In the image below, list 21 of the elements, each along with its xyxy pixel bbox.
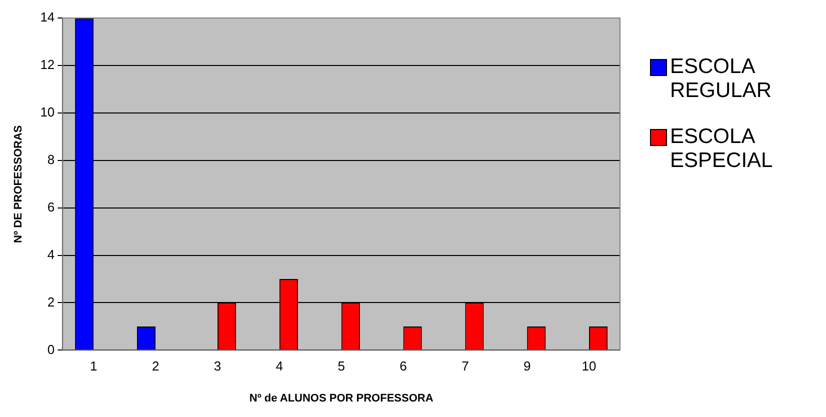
y-tick-label: 6	[47, 199, 55, 214]
x-tick-label: 1	[90, 358, 98, 374]
y-tick-label: 0	[47, 342, 55, 357]
y-tick-label: 8	[47, 152, 55, 167]
x-tick-label: 2	[152, 358, 160, 374]
y-tick-label: 12	[40, 57, 55, 72]
x-tick-label: 7	[462, 358, 469, 374]
x-tick-label: 3	[214, 358, 222, 374]
x-axis-title: Nº de ALUNOS POR PROFESSORA	[249, 392, 434, 404]
y-tick-label: 10	[40, 104, 55, 120]
x-tick-label: 5	[338, 358, 345, 374]
y-tick-label: 4	[47, 246, 55, 262]
legend-label: ESCOLA ESPECIAL	[670, 125, 774, 173]
x-tick-label: 6	[400, 358, 407, 374]
y-axis-title: Nº DE PROFESSORAS	[12, 125, 25, 243]
y-tick-label: 14	[40, 10, 55, 25]
legend-label: ESCOLA REGULAR	[670, 55, 773, 103]
y-tick-label: 2	[47, 294, 55, 310]
x-tick-label: 9	[523, 358, 531, 374]
x-tick-label: 4	[276, 358, 284, 374]
x-tick-label: 10	[582, 358, 596, 374]
